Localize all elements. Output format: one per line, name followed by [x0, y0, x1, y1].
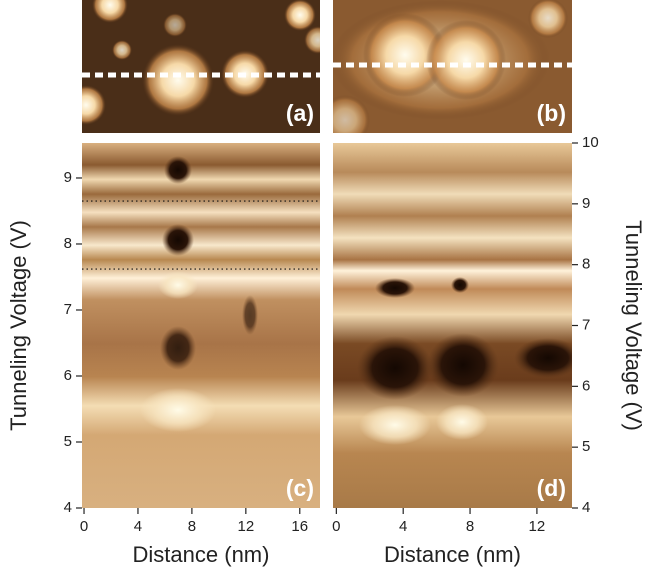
x-tick-label: 0: [332, 518, 340, 535]
x-tick-label: 4: [399, 518, 407, 535]
y-axis-label: Tunneling Voltage (V): [621, 220, 646, 431]
y-tick-label: 6: [64, 367, 72, 384]
panel-label: (a): [286, 100, 314, 126]
y-axis-label: Tunneling Voltage (V): [6, 220, 31, 431]
y-tick-label: 5: [582, 438, 590, 455]
x-tick-label: 0: [80, 518, 88, 535]
x-axis-label: Distance (nm): [133, 542, 270, 567]
y-tick-label: 5: [64, 433, 72, 450]
panel-label: (d): [537, 475, 566, 501]
y-tick-label: 6: [582, 377, 590, 394]
image-d: [333, 143, 572, 508]
y-tick-label: 7: [64, 301, 72, 318]
x-tick-label: 8: [466, 518, 474, 535]
image-a: [82, 0, 320, 133]
x-tick-label: 12: [237, 518, 254, 535]
y-tick-label: 8: [582, 256, 590, 273]
panel-label: (c): [286, 475, 314, 501]
x-tick-label: 16: [291, 518, 308, 535]
y-tick-label: 4: [582, 499, 590, 516]
image-c: [82, 143, 320, 508]
y-tick-label: 7: [582, 316, 590, 333]
y-tick-label: 9: [64, 169, 72, 186]
x-tick-label: 8: [188, 518, 196, 535]
x-tick-label: 12: [529, 518, 546, 535]
x-tick-label: 4: [134, 518, 142, 535]
panel-label: (b): [537, 100, 566, 126]
y-tick-label: 4: [64, 499, 72, 516]
y-tick-label: 9: [582, 195, 590, 212]
x-axis-label: Distance (nm): [384, 542, 521, 567]
image-b: [333, 0, 572, 133]
y-tick-label: 10: [582, 134, 599, 151]
y-tick-label: 8: [64, 235, 72, 252]
